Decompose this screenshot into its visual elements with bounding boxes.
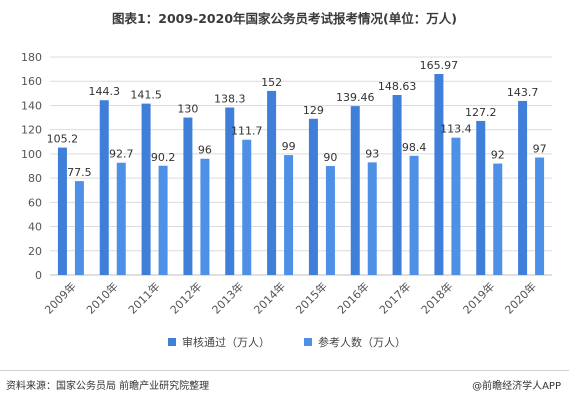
data-label: 113.4 [440, 123, 472, 136]
bar [392, 94, 402, 275]
data-label: 130 [177, 103, 198, 116]
x-tick-label: 2020年 [502, 279, 539, 316]
bar [451, 137, 461, 275]
bar [308, 118, 318, 276]
data-label: 152 [261, 76, 282, 89]
bar [284, 155, 294, 275]
bar [493, 163, 503, 275]
x-tick-label: 2013年 [209, 279, 246, 316]
y-tick-label: 160 [21, 75, 42, 88]
y-tick-label: 100 [21, 148, 42, 161]
data-label: 141.5 [130, 89, 162, 102]
x-tick-label: 2010年 [83, 279, 120, 316]
x-tick-label: 2016年 [334, 279, 371, 316]
legend-label: 审核通过（万人） [182, 335, 270, 349]
y-tick-label: 180 [21, 51, 42, 64]
data-label: 143.7 [507, 86, 539, 99]
y-tick-label: 20 [28, 245, 42, 258]
data-label: 92 [491, 149, 505, 162]
bar [158, 165, 168, 275]
bar [409, 155, 419, 275]
x-tick-label: 2014年 [251, 279, 288, 316]
bar [74, 181, 84, 275]
bar [476, 120, 486, 276]
bar-chart: 0 20 40 60 80 100 120 140 160 180 105.2 77.5 2009年 14… [21, 51, 552, 349]
x-tick-label: 2012年 [167, 279, 204, 316]
bar [57, 147, 67, 275]
bar [225, 107, 235, 276]
bar [367, 162, 377, 275]
data-label: 165.97 [420, 59, 459, 72]
x-tick-label: 2009年 [42, 279, 79, 316]
data-label: 129 [303, 104, 324, 117]
chart-title: 图表1：2009-2020年国家公务员考试报考情况(单位：万人) [112, 11, 457, 26]
source-note: 资料来源：国家公务员局 前瞻产业研究院整理 [6, 381, 210, 392]
x-tick-label: 2018年 [418, 279, 455, 316]
bar [350, 106, 360, 275]
data-label: 96 [198, 144, 212, 157]
y-tick-label: 140 [21, 99, 42, 112]
legend-swatch [168, 338, 176, 346]
y-tick-label: 60 [28, 196, 42, 209]
x-tick-label: 2015年 [293, 279, 330, 316]
bar [325, 166, 335, 275]
y-tick-label: 0 [35, 269, 42, 282]
bar [518, 100, 528, 275]
bar [99, 100, 109, 275]
data-label: 105.2 [47, 133, 79, 146]
bar [116, 162, 126, 275]
data-label: 99 [282, 140, 296, 153]
data-label: 98.4 [402, 141, 427, 154]
data-label: 139.46 [336, 91, 375, 104]
bar [183, 117, 193, 275]
bar [200, 158, 210, 275]
x-tick-label: 2011年 [125, 279, 162, 316]
y-tick-label: 80 [28, 172, 42, 185]
data-label: 148.63 [378, 80, 417, 93]
data-label: 92.7 [109, 148, 134, 161]
data-label: 93 [365, 147, 379, 160]
data-label: 97 [533, 143, 547, 156]
legend-swatch [304, 338, 312, 346]
bar [267, 90, 277, 276]
bar [242, 139, 252, 275]
y-tick-label: 40 [28, 221, 42, 234]
bar [434, 73, 444, 276]
data-label: 144.3 [89, 85, 121, 98]
x-tick-label: 2017年 [376, 279, 413, 316]
data-label: 138.3 [214, 93, 246, 106]
brand-label: @前瞻经济学人APP [472, 381, 561, 392]
data-label: 90 [323, 151, 337, 164]
bar [535, 157, 545, 275]
data-label: 90.2 [151, 151, 176, 164]
legend-label: 参考人数（万人） [318, 335, 406, 349]
bar [141, 103, 151, 275]
data-label: 77.5 [67, 166, 92, 179]
data-label: 127.2 [465, 106, 497, 119]
y-tick-label: 120 [21, 124, 42, 137]
x-tick-label: 2019年 [460, 279, 497, 316]
divider [0, 370, 569, 371]
data-label: 111.7 [231, 125, 263, 138]
